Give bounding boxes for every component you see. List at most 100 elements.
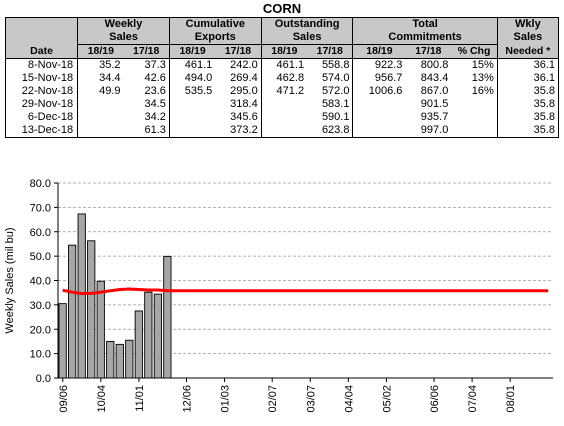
cell-ce1: 494.0 xyxy=(168,72,216,85)
cell-ce2: 269.4 xyxy=(230,72,258,84)
bar xyxy=(96,280,105,379)
wkly-needed-header-3: Needed * xyxy=(496,44,560,59)
cell-os1: 461.1 xyxy=(260,58,308,72)
cell-ce1: 461.1 xyxy=(168,58,216,72)
date-header-blank2 xyxy=(4,31,78,45)
bar xyxy=(68,244,77,379)
cell-ws1 xyxy=(77,111,124,124)
y-tick-label: 30.0 xyxy=(30,300,51,312)
cell-chg xyxy=(451,124,498,138)
wkly-needed-header-1: Wkly xyxy=(496,17,560,31)
cell-ce2: 295.0 xyxy=(230,85,258,97)
cell-os2: 574.0 xyxy=(321,72,350,84)
cell-chg: 15% xyxy=(471,59,494,71)
cell-chg xyxy=(451,98,497,111)
cell-need: 35.8 xyxy=(496,124,560,138)
cell-chg: 13% xyxy=(471,72,494,84)
cell-os1: 462.8 xyxy=(260,72,308,85)
ce-1718-header: 17/18 xyxy=(215,44,262,59)
table-row: 13-Dec-18 61.3 373.2 623.8 997.0 35.8 xyxy=(4,124,560,138)
x-tick-label: 10/04 xyxy=(96,385,108,413)
cell-os2: 623.8 xyxy=(307,124,353,138)
cell-tc2: 935.7 xyxy=(420,111,449,123)
cumulative-exports-header-1: Cumulative xyxy=(168,17,262,31)
os-1819-header: 18/19 xyxy=(260,44,308,59)
outstanding-sales-header-2: Sales xyxy=(260,31,353,45)
x-tick-label: 11/01 xyxy=(134,385,146,412)
table-row: 6-Dec-18 34.2 345.6 590.1 935.7 35.8 xyxy=(4,111,560,124)
y-tick-label: 70.0 xyxy=(30,202,51,214)
weekly-sales-chart: 0.0 10.0 20.0 30.0 40.0 50.0 60.0 70.0 80.0 Weekl… xyxy=(4,178,553,413)
table-row: 8-Nov-18 35.2 37.3 461.1 242.0 461.1 558.8 922.… xyxy=(4,58,560,72)
cell-ce1: 535.5 xyxy=(168,85,216,98)
ws-1718-header: 17/18 xyxy=(123,44,170,59)
needed-sales-line xyxy=(62,287,549,296)
os-1718-header: 17/18 xyxy=(307,44,353,59)
ws-1819-header: 18/19 xyxy=(77,44,124,59)
x-tick-label: 02/07 xyxy=(267,385,279,413)
cell-os2: 558.8 xyxy=(321,59,350,71)
cell-date: 15-Nov-18 xyxy=(4,72,78,85)
cell-tc1: 922.3 xyxy=(352,58,406,72)
weekly-sales-header-1: Weekly xyxy=(77,17,170,31)
cell-tc2: 997.0 xyxy=(405,124,452,138)
cell-ce2: 318.4 xyxy=(230,98,258,110)
total-commitments-header-2: Commitments xyxy=(352,31,498,45)
bar xyxy=(58,303,67,379)
x-tick-label: 05/02 xyxy=(381,385,393,413)
cell-tc1 xyxy=(352,124,406,138)
cell-chg: 16% xyxy=(471,85,494,97)
x-tick-label: 08/01 xyxy=(505,385,517,413)
cell-ws1: 49.9 xyxy=(77,85,124,98)
bar xyxy=(125,339,134,379)
cell-ce2: 242.0 xyxy=(230,59,258,71)
cell-need: 36.1 xyxy=(496,72,560,85)
bar xyxy=(87,240,96,379)
bar xyxy=(153,293,162,379)
cell-tc1: 956.7 xyxy=(352,72,406,85)
cell-need: 35.8 xyxy=(496,98,560,111)
x-tick-label: 07/04 xyxy=(467,385,479,413)
cell-ws2: 34.2 xyxy=(144,111,166,123)
cell-need: 35.8 xyxy=(496,111,560,124)
bar xyxy=(106,340,115,379)
bar xyxy=(77,213,86,379)
wkly-needed-header-2: Sales xyxy=(496,31,560,45)
table-row: 29-Nov-18 34.5 318.4 583.1 901.5 35.8 xyxy=(4,98,560,111)
y-tick-label: 60.0 xyxy=(30,227,51,239)
y-tick-label: 0.0 xyxy=(36,373,51,385)
bar xyxy=(134,310,143,379)
cell-need: 35.8 xyxy=(496,85,560,98)
cell-os1 xyxy=(260,98,308,111)
cell-need: 36.1 xyxy=(496,58,560,72)
cell-ws2: 61.3 xyxy=(123,124,170,138)
y-tick-label: 40.0 xyxy=(30,276,51,288)
cell-tc2: 901.5 xyxy=(420,98,449,110)
cell-os2: 590.1 xyxy=(321,111,350,123)
cell-ce1 xyxy=(168,98,216,111)
cell-os1: 471.2 xyxy=(260,85,308,98)
cell-tc1 xyxy=(352,98,406,111)
y-axis-label: Weekly Sales (mil bu) xyxy=(4,227,16,333)
x-tick-label: 03/07 xyxy=(305,385,317,413)
y-tick-label: 50.0 xyxy=(30,251,51,263)
outstanding-sales-header-1: Outstanding xyxy=(260,17,353,31)
cell-ws1: 34.4 xyxy=(77,72,124,85)
pct-chg-header: % Chg xyxy=(451,44,498,59)
cell-date: 29-Nov-18 xyxy=(4,98,78,111)
bar xyxy=(115,343,124,379)
cell-ws1: 35.2 xyxy=(77,58,124,72)
cell-ce2: 373.2 xyxy=(215,124,262,138)
cell-date: 13-Dec-18 xyxy=(4,124,78,138)
cell-ws2: 34.5 xyxy=(144,98,166,110)
cell-ws1 xyxy=(77,124,124,138)
tc-1718-header: 17/18 xyxy=(405,44,452,59)
x-tick-label: 12/06 xyxy=(182,385,194,413)
x-tick-label: 09/06 xyxy=(58,385,70,413)
weekly-sales-header-2: Sales xyxy=(77,31,170,45)
cell-tc2: 867.0 xyxy=(420,85,449,97)
bar xyxy=(144,291,153,379)
page-title: CORN xyxy=(262,1,302,16)
cell-tc2: 843.4 xyxy=(420,72,449,84)
tc-1819-header: 18/19 xyxy=(352,44,406,59)
